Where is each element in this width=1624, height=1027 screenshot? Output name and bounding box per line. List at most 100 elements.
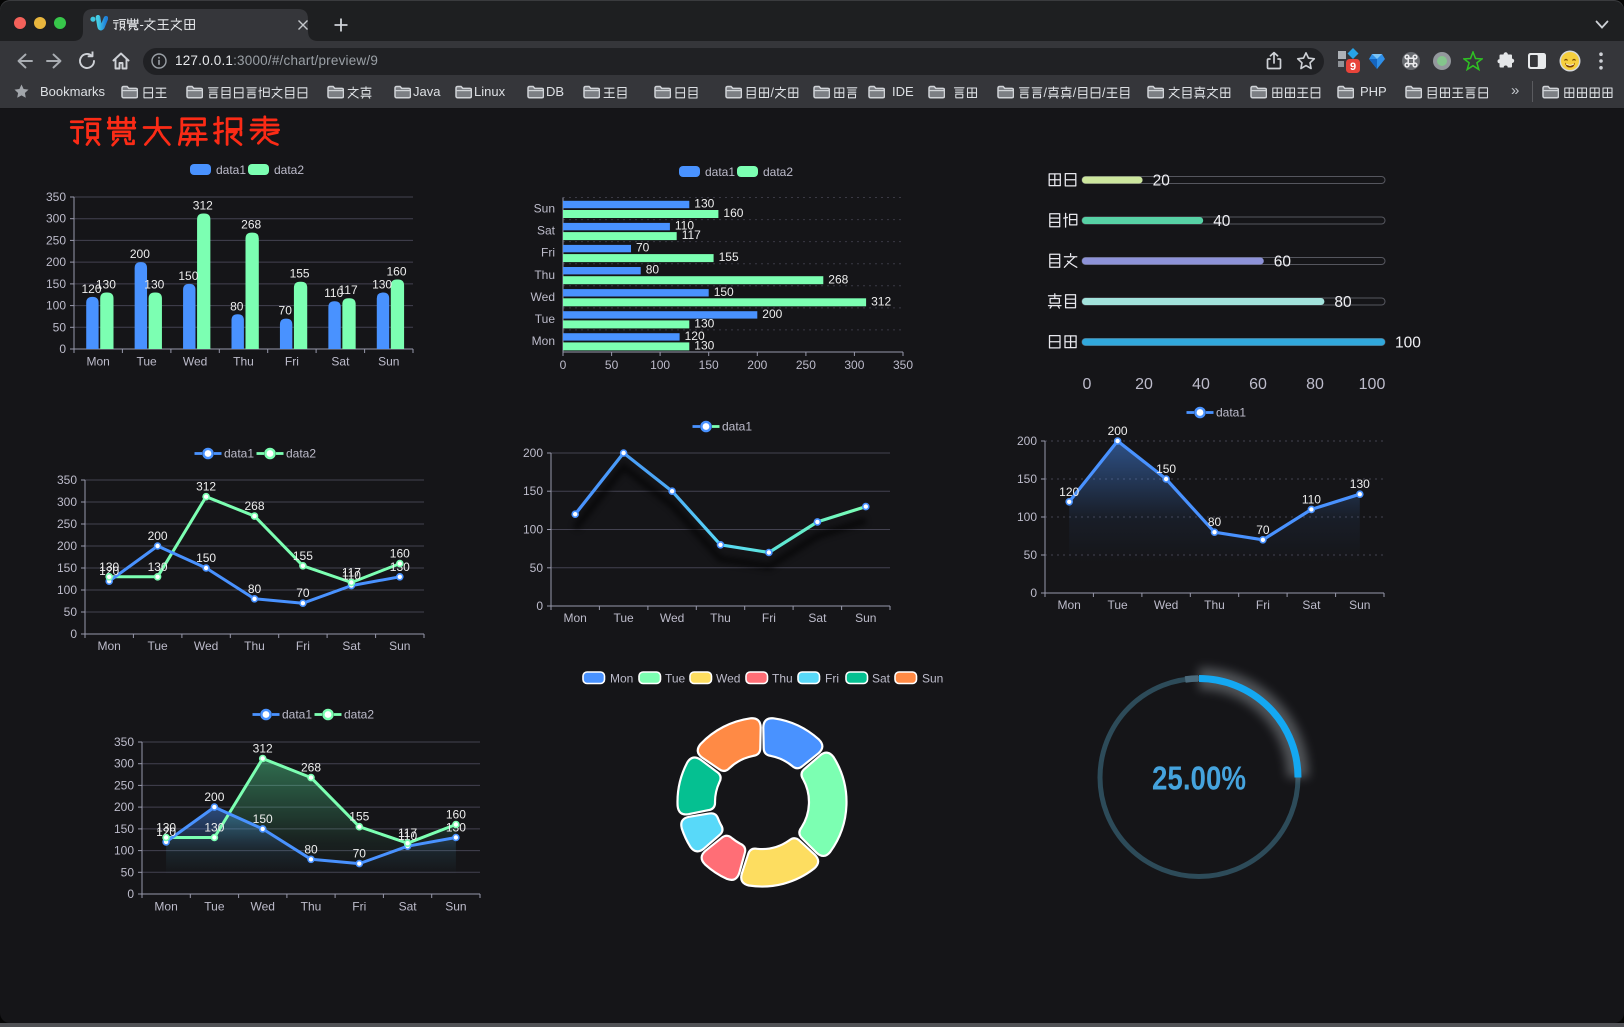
svg-text:130: 130 [96,278,116,292]
svg-text:350: 350 [893,358,913,372]
svg-text:40: 40 [1192,376,1210,393]
svg-text:150: 150 [699,358,719,372]
svg-text:130: 130 [156,821,176,835]
svg-text:80: 80 [248,582,262,596]
svg-text:250: 250 [57,517,77,531]
svg-text:0: 0 [127,887,134,901]
svg-text:130: 130 [694,197,714,211]
svg-text:Sun: Sun [1349,598,1370,612]
svg-text:Sun: Sun [389,639,410,653]
svg-text:150: 150 [1156,462,1176,476]
svg-text:150: 150 [523,484,543,498]
svg-text:/: / [771,86,775,100]
svg-text:120: 120 [1059,485,1079,499]
svg-text:Sun: Sun [922,672,943,686]
svg-text:Wed: Wed [531,290,555,304]
svg-text:100: 100 [46,299,66,313]
svg-text:130: 130 [144,278,164,292]
svg-text:130: 130 [694,339,714,353]
svg-text:data1: data1 [224,447,254,461]
svg-text:0: 0 [59,342,66,356]
svg-text:data1: data1 [1216,406,1246,420]
svg-text:60: 60 [1249,376,1267,393]
svg-text:Wed: Wed [194,639,218,653]
svg-text:Tue: Tue [613,611,634,625]
svg-text:Wed: Wed [1154,598,1178,612]
svg-text:150: 150 [114,822,134,836]
svg-text:Sun: Sun [378,355,399,369]
svg-text:150: 150 [196,551,216,565]
svg-text:Fri: Fri [541,246,555,260]
svg-text:117: 117 [398,826,417,840]
svg-text:350: 350 [57,473,77,487]
svg-text:300: 300 [46,212,66,226]
svg-text:data1: data1 [216,163,246,177]
svg-text:200: 200 [46,255,66,269]
svg-text:data1: data1 [705,165,735,179]
svg-text:Sun: Sun [534,202,555,216]
svg-text:Tue: Tue [665,672,686,686]
svg-text:312: 312 [253,742,273,756]
svg-text:70: 70 [296,586,310,600]
svg-text:100: 100 [523,523,543,537]
svg-text:Wed: Wed [183,355,207,369]
svg-text:150: 150 [46,277,66,291]
svg-text:80: 80 [1208,515,1222,529]
svg-text:100: 100 [1359,376,1386,393]
svg-text:Mon: Mon [564,611,587,625]
svg-text:80: 80 [230,299,244,313]
svg-text:268: 268 [828,272,848,286]
svg-text:130: 130 [99,560,119,574]
svg-text:60: 60 [1274,254,1292,271]
svg-text:Thu: Thu [534,268,555,282]
svg-text:130: 130 [1350,477,1370,491]
svg-text:160: 160 [386,265,406,279]
svg-text:250: 250 [114,778,134,792]
svg-text:150: 150 [1017,472,1037,486]
svg-text:20: 20 [1135,376,1153,393]
svg-text:155: 155 [349,810,369,824]
svg-text:250: 250 [796,358,816,372]
svg-text:Fri: Fri [762,611,776,625]
svg-text:Mon: Mon [532,334,555,348]
svg-text:Fri: Fri [296,639,310,653]
svg-text:150: 150 [57,561,77,575]
svg-text:Fri: Fri [285,355,299,369]
svg-text:Sat: Sat [399,900,418,914]
svg-text:-: - [140,18,144,32]
svg-text:Sat: Sat [808,611,827,625]
svg-text:Wed: Wed [660,611,684,625]
svg-text:200: 200 [130,247,150,261]
svg-text:110: 110 [324,286,343,300]
svg-text:110: 110 [1302,492,1321,506]
svg-text:Thu: Thu [1204,598,1225,612]
svg-text:80: 80 [1306,376,1324,393]
svg-text:150: 150 [714,285,734,299]
svg-text:155: 155 [290,267,310,281]
svg-text:50: 50 [53,320,67,334]
svg-text:0: 0 [1030,586,1037,600]
svg-text:160: 160 [446,808,466,822]
svg-text:80: 80 [1334,294,1352,311]
svg-text:130: 130 [372,278,392,292]
svg-text:110: 110 [398,829,417,843]
svg-text:150: 150 [178,269,198,283]
svg-text:200: 200 [57,539,77,553]
svg-text:100: 100 [57,583,77,597]
svg-text:120: 120 [99,564,119,578]
svg-text:data2: data2 [763,165,793,179]
svg-text:Sat: Sat [537,224,556,238]
svg-text:50: 50 [530,561,544,575]
svg-text:200: 200 [762,307,782,321]
svg-text:Mon: Mon [610,672,633,686]
svg-text:110: 110 [342,569,361,583]
svg-text:117: 117 [339,283,358,297]
svg-text:Tue: Tue [204,900,225,914]
svg-text:300: 300 [844,358,864,372]
svg-text:Thu: Thu [244,639,265,653]
svg-text:200: 200 [1017,434,1037,448]
svg-text:Thu: Thu [233,355,254,369]
svg-text:Wed: Wed [250,900,274,914]
svg-text:50: 50 [121,865,135,879]
svg-text:Mon: Mon [98,639,121,653]
